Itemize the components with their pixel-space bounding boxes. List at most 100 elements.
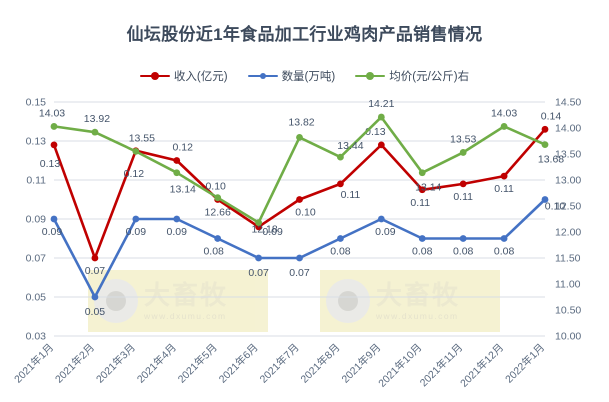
series-point — [255, 254, 262, 262]
legend-label-volume: 数量(万吨) — [281, 71, 336, 83]
x-axis-tick: 2021年12月 — [457, 341, 506, 390]
series-point — [459, 180, 467, 188]
series-point — [132, 148, 140, 155]
series-point — [214, 235, 222, 242]
data-label: 0.14 — [541, 110, 562, 122]
data-label: 14.03 — [491, 107, 517, 119]
data-label: 0.09 — [42, 226, 63, 238]
series-point — [173, 157, 181, 164]
left-axis-tick: 0.09 — [26, 214, 47, 226]
data-label: 0.09 — [167, 226, 188, 238]
right-axis-tick: 12.00 — [555, 227, 581, 239]
series-point — [91, 293, 99, 301]
data-label: 0.11 — [453, 191, 473, 203]
data-label: 0.09 — [262, 226, 283, 238]
legend-label-avgprice: 均价(元/公斤)右 — [389, 71, 470, 83]
series-point — [296, 254, 303, 262]
series-point — [214, 194, 222, 202]
left-axis-tick: 0.07 — [26, 253, 47, 265]
series-point — [500, 235, 508, 242]
series-point — [173, 169, 181, 177]
data-label: 0.09 — [375, 226, 396, 238]
right-axis-tick: 10.00 — [555, 331, 581, 343]
data-label: 13.53 — [450, 133, 476, 145]
data-label: 0.07 — [85, 265, 106, 277]
data-label: 13.55 — [129, 132, 155, 144]
right-axis-tick: 13.00 — [555, 175, 581, 187]
data-label: 0.09 — [126, 226, 147, 238]
series-point — [50, 123, 58, 130]
left-axis-tick: 0.15 — [26, 97, 47, 109]
watermark-url: www.dxumu.com — [376, 310, 459, 321]
series-point — [337, 180, 344, 188]
data-label: 13.14 — [170, 184, 196, 196]
data-label: 0.07 — [248, 267, 269, 279]
series-point — [50, 215, 58, 223]
right-axis-tick: 11.50 — [555, 253, 581, 265]
right-axis-tick: 14.50 — [555, 97, 581, 109]
series-point — [173, 215, 181, 223]
chart-legend: 收入(亿元) 数量(万吨) 均价(元/公斤)右 — [0, 68, 609, 84]
series-point — [418, 169, 426, 177]
series-point — [132, 215, 140, 223]
data-label: 14.03 — [39, 107, 65, 119]
data-label: 0.10 — [545, 201, 566, 213]
legend-swatch-avgprice — [355, 71, 386, 82]
x-axis-tick: 2021年8月 — [298, 341, 343, 386]
watermark-right: 大畜牧 www.dxumu.com — [320, 270, 500, 332]
data-label: 14.21 — [368, 98, 394, 110]
watermark-text: 大畜牧 — [144, 279, 229, 310]
watermark-text: 大畜牧 — [376, 279, 461, 310]
data-label: 0.11 — [494, 183, 514, 195]
x-axis-tick: 2021年2月 — [52, 341, 97, 386]
series-point — [377, 215, 385, 223]
right-axis-tick: 10.50 — [555, 305, 581, 317]
right-axis-tick: 11.00 — [555, 279, 581, 291]
data-label: 0.12 — [173, 142, 194, 154]
data-label: 13.68 — [538, 154, 564, 166]
legend-item-revenue[interactable]: 收入(亿元) — [139, 68, 228, 84]
series-point — [418, 186, 426, 194]
data-label: 13.92 — [84, 113, 110, 125]
x-axis-tick: 2021年9月 — [339, 341, 384, 386]
legend-swatch-revenue — [139, 71, 170, 82]
legend-item-volume[interactable]: 数量(万吨) — [247, 68, 336, 84]
data-label: 12.66 — [205, 207, 231, 219]
x-axis-tick: 2021年1月 — [11, 341, 56, 386]
series-point — [337, 235, 344, 242]
left-axis-tick: 0.11 — [26, 175, 46, 187]
data-label: 0.11 — [341, 189, 361, 201]
data-label: 13.14 — [415, 182, 441, 194]
x-axis-tick: 2021年4月 — [134, 341, 179, 386]
x-axis-tick: 2021年10月 — [376, 341, 425, 390]
series-point — [50, 141, 58, 149]
data-label: 0.08 — [203, 246, 224, 258]
watermark-url: www.dxumu.com — [144, 310, 227, 321]
series-point — [500, 123, 508, 130]
data-label: 0.08 — [412, 246, 433, 258]
x-axis-tick: 2022年1月 — [502, 341, 547, 386]
left-axis-tick: 0.03 — [26, 331, 47, 343]
left-axis-tick: 0.05 — [26, 292, 47, 304]
series-point — [459, 235, 467, 242]
series-point — [418, 235, 426, 242]
right-axis-tick: 12.50 — [555, 201, 581, 213]
data-label: 13.44 — [337, 140, 363, 152]
data-label: 12.18 — [251, 224, 277, 236]
data-label: 0.08 — [453, 246, 474, 258]
data-label: 0.08 — [494, 246, 515, 258]
x-axis-tick: 2021年6月 — [216, 341, 261, 386]
legend-swatch-volume — [247, 71, 278, 82]
series-point — [500, 172, 508, 180]
data-label: 0.08 — [330, 246, 351, 258]
series-point — [541, 196, 549, 203]
data-label: 0.13 — [365, 126, 386, 138]
x-axis-tick: 2021年3月 — [93, 341, 138, 386]
series-point — [91, 254, 99, 262]
series-point — [459, 149, 467, 156]
left-axis-tick: 0.13 — [26, 136, 47, 148]
legend-item-avgprice[interactable]: 均价(元/公斤)右 — [355, 68, 469, 84]
series-point — [91, 128, 99, 136]
